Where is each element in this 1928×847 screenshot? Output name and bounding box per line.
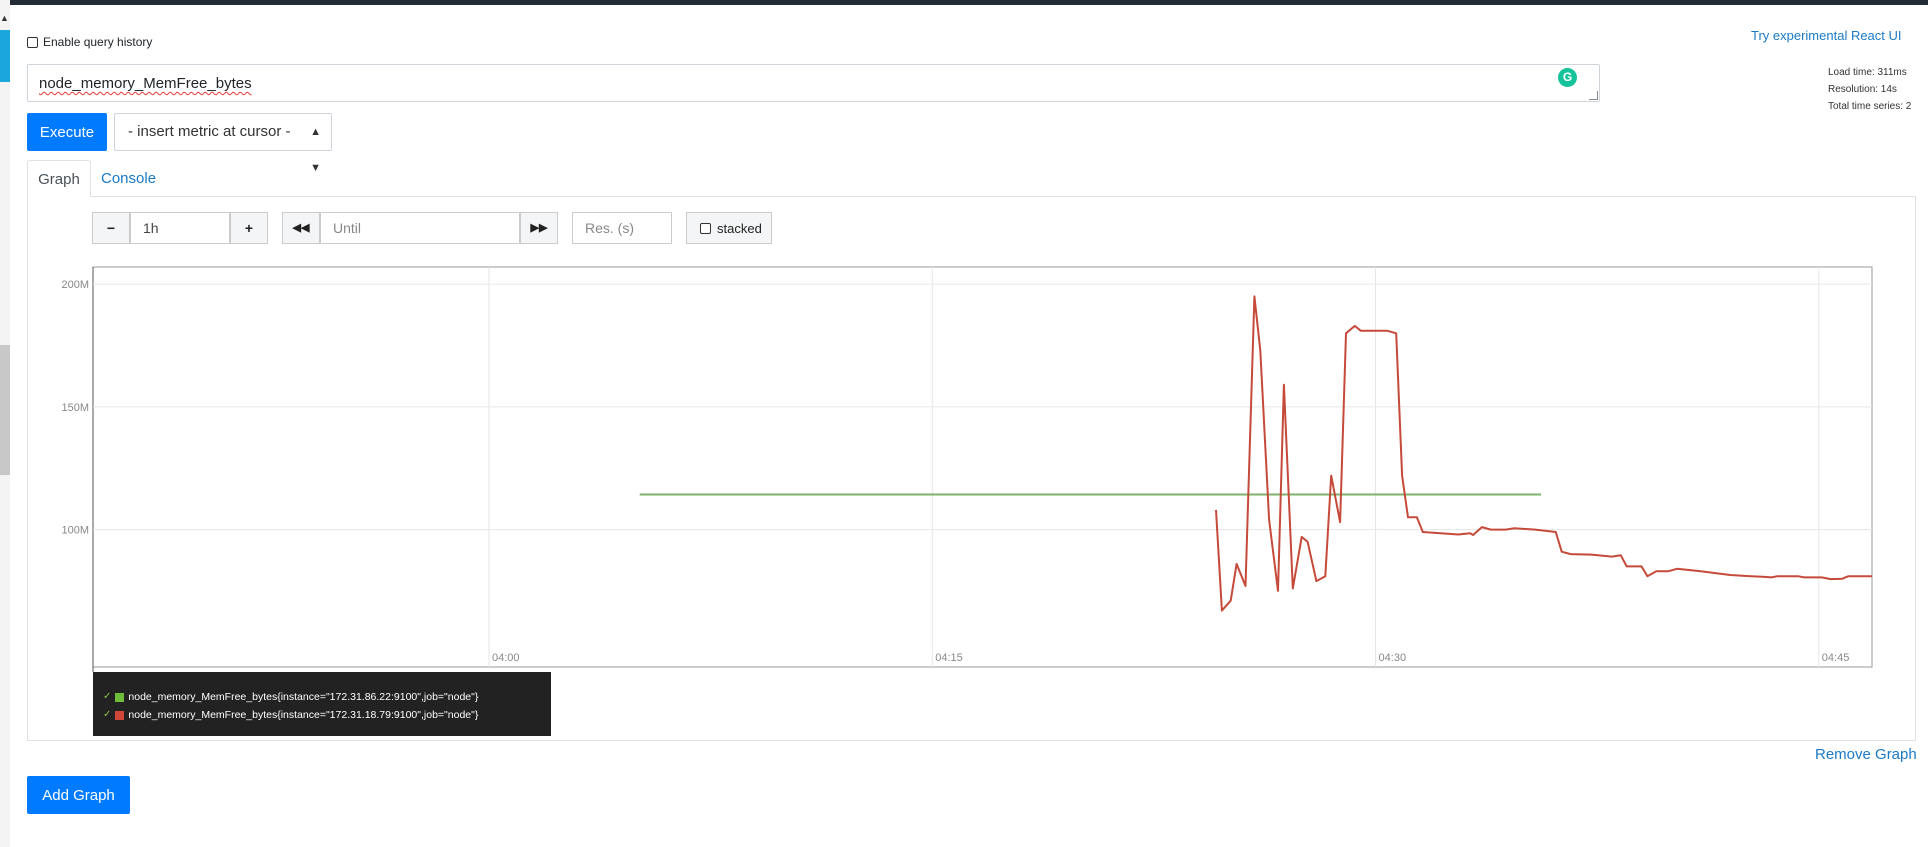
- side-tab[interactable]: [0, 30, 10, 82]
- plus-icon: +: [244, 220, 254, 236]
- add-graph-button[interactable]: Add Graph: [27, 776, 130, 814]
- top-bar: [0, 0, 1928, 5]
- execute-button[interactable]: Execute: [27, 113, 107, 151]
- graph-panel: [27, 196, 1916, 741]
- check-icon: ✓: [103, 709, 112, 720]
- graph-chart[interactable]: 100M 150M 200M 04:00 04:15 04:30 04:45: [50, 262, 1880, 672]
- range-increase-button[interactable]: +: [230, 212, 268, 244]
- x-tick-label: 04:15: [935, 652, 963, 664]
- legend-item[interactable]: ✓ node_memory_MemFree_bytes{instance="17…: [103, 688, 551, 706]
- time-back-button[interactable]: ◀◀: [282, 212, 320, 244]
- until-input[interactable]: Until: [320, 212, 520, 244]
- legend-item[interactable]: ✓ node_memory_MemFree_bytes{instance="17…: [103, 706, 551, 724]
- tab-graph[interactable]: Graph: [27, 160, 91, 197]
- time-forward-button[interactable]: ▶▶: [520, 212, 558, 244]
- legend-swatch: [115, 692, 125, 702]
- tab-console[interactable]: Console: [101, 170, 157, 187]
- scrollbar-thumb[interactable]: [0, 345, 10, 475]
- expression-input[interactable]: node_memory_MemFree_bytes G: [27, 64, 1600, 102]
- x-tick-label: 04:00: [492, 652, 520, 664]
- fast-backward-icon: ◀◀: [292, 222, 310, 234]
- y-tick-label: 100M: [61, 525, 89, 537]
- range-decrease-button[interactable]: −: [92, 212, 130, 244]
- react-ui-link[interactable]: Try experimental React UI: [1751, 28, 1902, 43]
- legend-label: node_memory_MemFree_bytes{instance="172.…: [128, 709, 479, 721]
- expression-text: node_memory_MemFree_bytes: [39, 75, 252, 92]
- select-arrows-icon: ▲ ▼: [310, 126, 321, 174]
- scroll-up-icon[interactable]: ▲: [0, 13, 9, 23]
- left-scrollbar[interactable]: ▲: [0, 0, 10, 847]
- load-time: Load time: 311ms: [1828, 67, 1907, 78]
- query-stats: Load time: 311ms Resolution: 14s Total t…: [1828, 64, 1911, 115]
- metric-select[interactable]: - insert metric at cursor - ▲ ▼: [114, 113, 332, 174]
- resolution: Resolution: 14s: [1828, 84, 1897, 95]
- stacked-toggle[interactable]: stacked: [686, 212, 772, 244]
- resize-handle-icon[interactable]: [1589, 91, 1598, 100]
- query-history-toggle[interactable]: Enable query history: [27, 35, 152, 49]
- plot-area: [92, 266, 1873, 668]
- x-tick-label: 04:30: [1379, 652, 1407, 664]
- legend-swatch: [115, 710, 125, 720]
- remove-graph-link[interactable]: Remove Graph: [1815, 746, 1917, 763]
- metric-select-value: - insert metric at cursor -: [128, 123, 291, 140]
- resolution-input[interactable]: Res. (s): [572, 212, 672, 244]
- grammarly-icon[interactable]: G: [1558, 68, 1577, 87]
- total-time-series: Total time series: 2: [1828, 101, 1912, 112]
- check-icon: ✓: [103, 691, 112, 702]
- stacked-checkbox[interactable]: [700, 222, 711, 234]
- legend-label: node_memory_MemFree_bytes{instance="172.…: [128, 691, 479, 703]
- x-tick-label: 04:45: [1822, 652, 1850, 664]
- y-tick-label: 150M: [61, 402, 89, 414]
- y-tick-label: 200M: [61, 279, 89, 291]
- minus-icon: −: [106, 220, 116, 236]
- stacked-label: stacked: [717, 220, 762, 236]
- query-history-checkbox[interactable]: [27, 36, 38, 48]
- fast-forward-icon: ▶▶: [530, 222, 548, 234]
- range-input[interactable]: 1h: [130, 212, 230, 244]
- query-history-label: Enable query history: [43, 35, 153, 49]
- series-line: [1215, 295, 1872, 612]
- graph-legend: ✓ node_memory_MemFree_bytes{instance="17…: [93, 672, 551, 736]
